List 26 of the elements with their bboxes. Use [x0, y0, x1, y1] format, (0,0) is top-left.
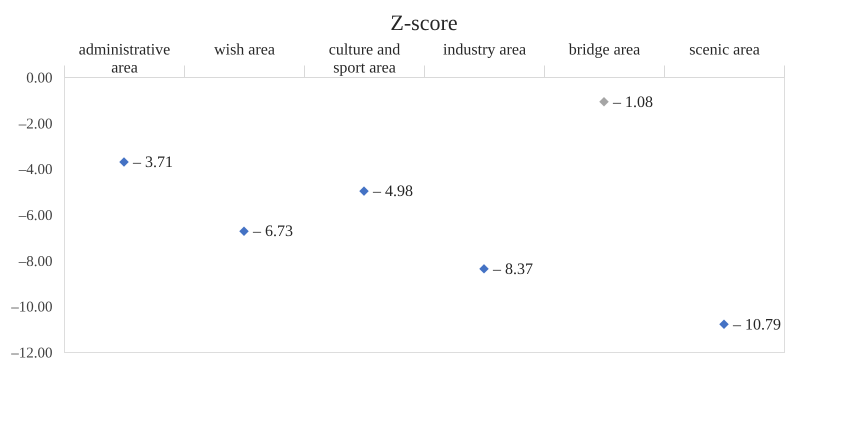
point: [599, 97, 609, 106]
x-tick-label: culture and sport area: [328, 42, 400, 76]
data-label: – 4.98: [372, 183, 413, 200]
data-label: – 10.79: [732, 316, 781, 334]
x-tick-label: administrative area: [78, 42, 170, 76]
y-tick-label: –12.00: [10, 346, 52, 362]
y-tick-label: –6.00: [18, 208, 52, 224]
y-tick-label: –8.00: [18, 254, 52, 270]
data-label: – 6.73: [252, 223, 293, 240]
x-tick-label: scenic area: [689, 42, 760, 58]
x-tick-label: wish area: [214, 42, 275, 58]
point: [719, 320, 729, 330]
x-tick-label: industry area: [442, 42, 526, 58]
y-tick-label: 0.00: [26, 70, 52, 86]
point: [239, 226, 249, 236]
data-label: – 8.37: [492, 260, 533, 278]
point: [119, 157, 129, 167]
x-tick-label: bridge area: [568, 42, 640, 58]
point: [359, 186, 369, 196]
chart-title: Z-score: [390, 10, 458, 35]
y-tick-label: –4.00: [18, 162, 52, 178]
data-label: – 1.08: [612, 94, 653, 111]
y-tick-label: –2.00: [18, 116, 52, 132]
data-label: – 3.71: [132, 154, 173, 172]
point: [479, 264, 489, 274]
y-tick-label: –10.00: [10, 300, 52, 316]
